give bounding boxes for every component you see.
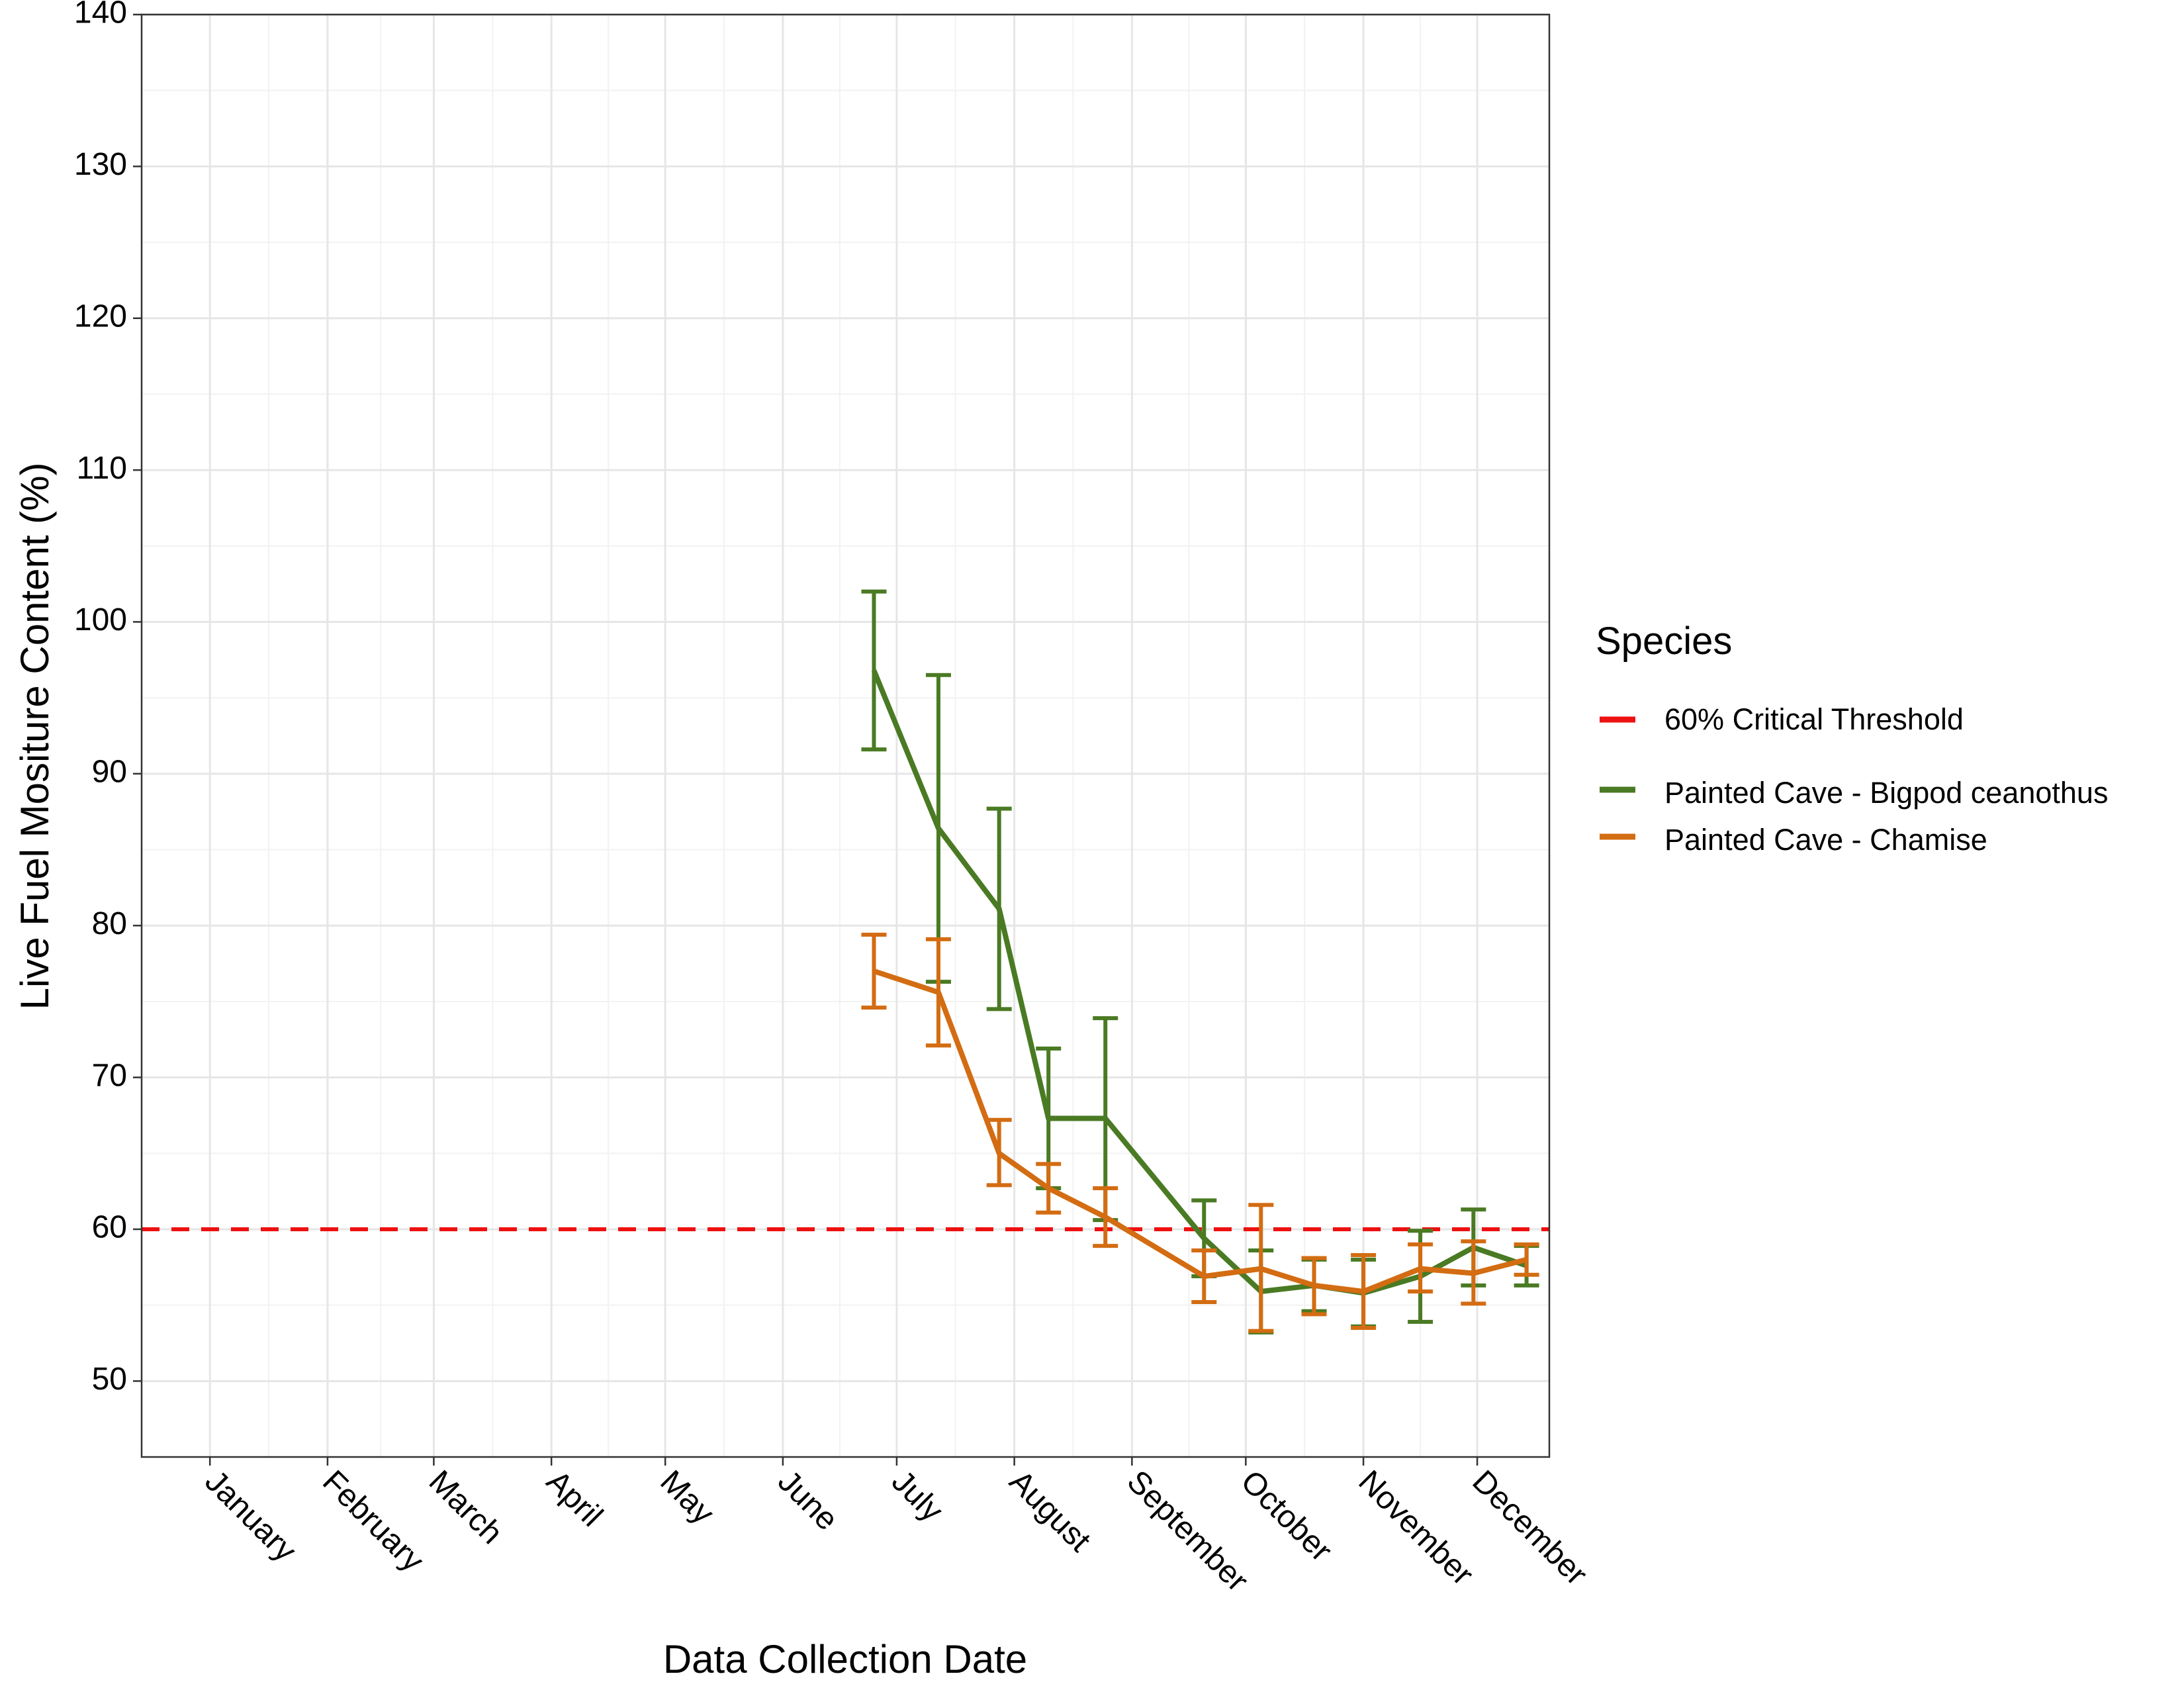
x-tick-label: December — [1465, 1464, 1594, 1592]
x-tick-label: March — [422, 1464, 510, 1551]
x-tick-label: January — [198, 1464, 302, 1568]
y-tick-label: 90 — [92, 755, 127, 790]
series-layer — [861, 589, 1539, 1335]
x-tick-label: July — [885, 1464, 950, 1528]
legend-label-bigpod-ceanothus: Painted Cave - Bigpod ceanothus — [1664, 776, 2108, 810]
plot-panel — [142, 15, 1549, 1457]
y-tick-label: 140 — [74, 0, 127, 30]
y-tick-label: 50 — [92, 1362, 127, 1397]
legend: Species 60% Critical Threshold Painted C… — [1596, 620, 2108, 857]
legend-title: Species — [1596, 620, 1732, 663]
x-tick-label: February — [316, 1464, 430, 1578]
legend-label-threshold: 60% Critical Threshold — [1664, 702, 1964, 736]
legend-label-chamise: Painted Cave - Chamise — [1664, 823, 1987, 857]
plot-border — [140, 13, 1551, 1458]
x-tick-label: October — [1234, 1464, 1339, 1568]
y-tick-label: 120 — [74, 299, 127, 334]
y-tick-label: 130 — [74, 147, 127, 182]
y-tick-label: 60 — [92, 1210, 127, 1245]
x-tick-label: November — [1351, 1464, 1480, 1592]
y-tick-label: 70 — [92, 1058, 127, 1093]
x-tick-label: August — [1003, 1464, 1097, 1558]
series-chamise — [861, 932, 1539, 1333]
x-tick-label: April — [539, 1464, 609, 1533]
x-tick-label: May — [653, 1464, 721, 1531]
y-tick-label: 80 — [92, 906, 127, 941]
y-tick-label: 110 — [76, 451, 127, 486]
y-tick-label: 100 — [74, 602, 127, 637]
x-tick-label: June — [771, 1464, 844, 1537]
y-axis-title: Live Fuel Mositure Content (%) — [13, 463, 57, 1010]
series-line — [873, 968, 1527, 1294]
x-axis-title: Data Collection Date — [663, 1637, 1027, 1681]
x-tick-label: September — [1120, 1464, 1255, 1599]
